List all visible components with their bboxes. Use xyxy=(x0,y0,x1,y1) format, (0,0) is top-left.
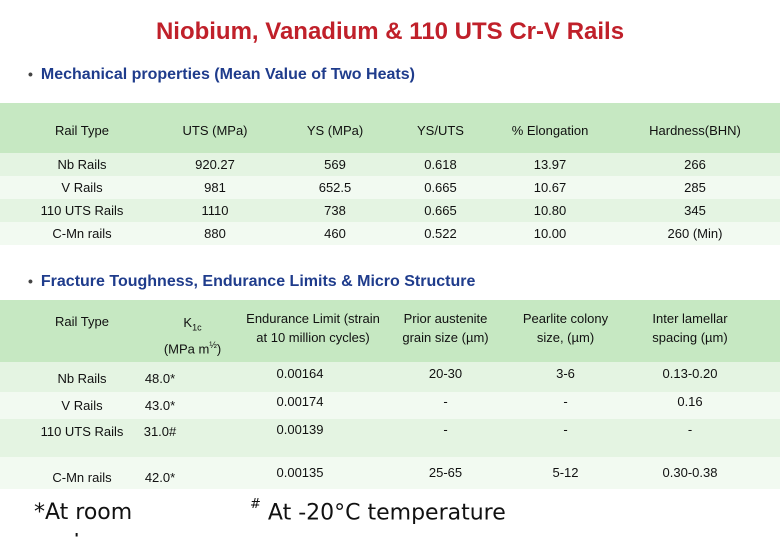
cell-k1c: 43.0* xyxy=(144,398,176,413)
section-heading-text: Mechanical properties (Mean Value of Two… xyxy=(40,66,415,83)
cell-endurance: 0.00174 xyxy=(276,394,324,409)
cell-rail-type: 110 UTS Rails xyxy=(40,424,124,439)
cell-endurance: 0.00135 xyxy=(276,465,324,480)
cell-uts: 880 xyxy=(204,226,226,241)
table-row: 110 UTS Rails 31.0# 0.00139 - - - xyxy=(0,419,780,457)
cell-elongation: 10.67 xyxy=(533,180,567,195)
cell-uts: 920.27 xyxy=(195,157,235,172)
table-row: 110 UTS Rails 1110 738 0.665 10.80 345 xyxy=(0,199,780,222)
section-heading-mechanical: • Mechanical properties (Mean Value of Tw… xyxy=(28,66,415,84)
header-uts: UTS (MPa) xyxy=(182,123,248,138)
cell-k1c: 31.0# xyxy=(143,424,177,439)
cell-hardness: 345 xyxy=(684,203,706,218)
cell-rail-type: V Rails xyxy=(61,398,103,413)
table-header-row: Rail Type UTS (MPa) YS (MPa) YS/UTS % El… xyxy=(0,103,780,153)
header-rail-type: Rail Type xyxy=(55,123,109,138)
cell-lamellar-spacing: 0.16 xyxy=(677,394,703,409)
cell-ys-uts: 0.522 xyxy=(424,226,457,241)
table-row: C-Mn rails 880 460 0.522 10.00 260 (Min) xyxy=(0,222,780,245)
cell-ys-uts: 0.665 xyxy=(424,180,457,195)
cell-uts: 981 xyxy=(204,180,226,195)
cell-elongation: 10.00 xyxy=(533,226,567,241)
cell-grain-size: 20-30 xyxy=(428,366,463,381)
cell-colony-size: - xyxy=(563,394,568,409)
cell-colony-size: 3-6 xyxy=(556,366,575,381)
table-header-row: Rail Type K1c (MPa m½) Endurance Limit (… xyxy=(0,300,780,362)
cell-elongation: 10.80 xyxy=(533,203,567,218)
header-lamellar-spacing: Inter lamellar spacing (µm) xyxy=(652,311,728,345)
cell-ys: 460 xyxy=(324,226,346,241)
header-ys-uts: YS/UTS xyxy=(417,123,464,138)
header-ys: YS (MPa) xyxy=(306,123,364,138)
page-title: Niobium, Vanadium & 110 UTS Cr-V Rails xyxy=(155,18,625,45)
cell-ys-uts: 0.665 xyxy=(424,203,457,218)
footnote-minus20-temperature: # At -20°C temperature xyxy=(250,497,506,526)
cell-rail-type: Nb Rails xyxy=(57,157,107,172)
cell-rail-type: V Rails xyxy=(61,180,103,195)
cell-hardness: 266 xyxy=(684,157,706,172)
cell-ys: 652.5 xyxy=(318,180,352,195)
cell-ys: 569 xyxy=(324,157,346,172)
header-endurance: Endurance Limit (strain at 10 million cy… xyxy=(246,311,380,345)
header-colony-size: Pearlite colony size, (µm) xyxy=(522,311,609,345)
cell-elongation: 13.97 xyxy=(533,157,567,172)
cell-k1c: 48.0* xyxy=(144,371,176,386)
footnote-room-temperature: *At room xyxy=(34,500,133,525)
cell-endurance: 0.00164 xyxy=(276,366,324,381)
table-row: C-Mn rails 42.0* 0.00135 25-65 5-12 0.30… xyxy=(0,457,780,489)
cell-hardness: 285 xyxy=(684,180,706,195)
cell-lamellar-spacing: 0.13-0.20 xyxy=(662,366,718,381)
cell-ys: 738 xyxy=(324,203,346,218)
cell-lamellar-spacing: - xyxy=(687,422,693,437)
header-k1c: K1c (MPa m½) xyxy=(163,315,222,356)
cell-lamellar-spacing: 0.30-0.38 xyxy=(662,465,718,480)
header-rail-type: Rail Type xyxy=(55,314,109,329)
bullet-icon: • xyxy=(28,273,33,289)
footnote-room-temperature-overflow: temperature xyxy=(30,533,140,540)
cell-k1c: 42.0* xyxy=(144,470,176,485)
cell-colony-size: 5-12 xyxy=(552,465,579,480)
cell-uts: 1110 xyxy=(201,203,229,218)
bullet-icon: • xyxy=(28,66,33,82)
cell-grain-size: - xyxy=(443,394,448,409)
cell-grain-size: - xyxy=(443,422,448,437)
header-elongation: % Elongation xyxy=(511,123,589,138)
section-heading-text: Fracture Toughness, Endurance Limits & M… xyxy=(40,273,476,290)
cell-endurance: 0.00139 xyxy=(276,422,324,437)
cell-grain-size: 25-65 xyxy=(428,465,463,480)
cell-rail-type: 110 UTS Rails xyxy=(40,203,124,218)
table-row: Nb Rails 48.0* 0.00164 20-30 3-6 0.13-0.… xyxy=(0,362,780,392)
cell-ys-uts: 0.618 xyxy=(424,157,457,172)
cell-hardness: 260 (Min) xyxy=(667,226,723,241)
cell-colony-size: - xyxy=(563,422,568,437)
header-hardness: Hardness(BHN) xyxy=(649,123,741,138)
table-row: Nb Rails 920.27 569 0.618 13.97 266 xyxy=(0,153,780,176)
header-grain-size: Prior austenite grain size (µm) xyxy=(402,311,489,345)
table-row: V Rails 981 652.5 0.665 10.67 285 xyxy=(0,176,780,199)
cell-rail-type: C-Mn rails xyxy=(52,470,112,485)
cell-rail-type: C-Mn rails xyxy=(52,226,112,241)
cell-rail-type: Nb Rails xyxy=(57,371,107,386)
table-row: V Rails 43.0* 0.00174 - - 0.16 xyxy=(0,392,780,419)
section-heading-fracture: • Fracture Toughness, Endurance Limits & … xyxy=(28,273,475,291)
